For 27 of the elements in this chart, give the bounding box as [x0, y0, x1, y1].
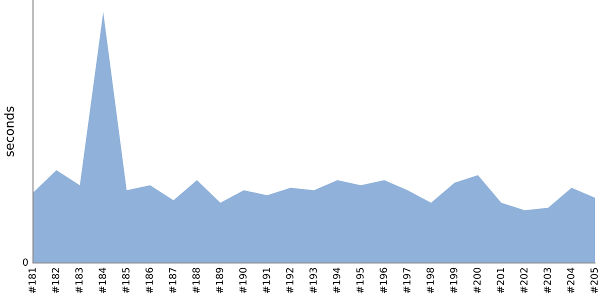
x-tick-label: #181 — [28, 268, 36, 294]
x-tick-label: #202 — [520, 268, 528, 294]
x-tick-label: #205 — [590, 268, 598, 294]
x-tick-label: #183 — [75, 268, 83, 294]
x-tick-label: #200 — [473, 268, 481, 294]
x-tick-label: #186 — [146, 268, 153, 294]
x-tick-label: #199 — [450, 268, 458, 294]
text: 0 — [22, 258, 28, 266]
x-tick-label: #193 — [309, 268, 317, 294]
x-tick-label: #201 — [496, 268, 504, 294]
x-tick-label: #204 — [567, 268, 574, 294]
x-tick-label: #196 — [380, 268, 388, 294]
x-tick-label: #187 — [168, 268, 176, 294]
x-tick-label: #194 — [332, 268, 340, 294]
x-tick-label: #190 — [239, 268, 247, 294]
x-tick-label: #192 — [286, 268, 294, 294]
x-tick-label: #188 — [192, 268, 200, 294]
x-tick-label: #198 — [426, 268, 434, 294]
y-axis-title: seconds — [4, 106, 14, 156]
x-tick-label: #195 — [356, 268, 364, 294]
x-tick-label: #182 — [52, 268, 60, 294]
x-tick-label: #185 — [122, 268, 130, 294]
x-tick-label: #191 — [262, 268, 270, 294]
x-tick-label: #203 — [544, 268, 551, 294]
x-tick-label: #189 — [216, 268, 224, 294]
x-tick-label: #197 — [403, 268, 410, 294]
x-tick-label: #184 — [98, 268, 106, 294]
